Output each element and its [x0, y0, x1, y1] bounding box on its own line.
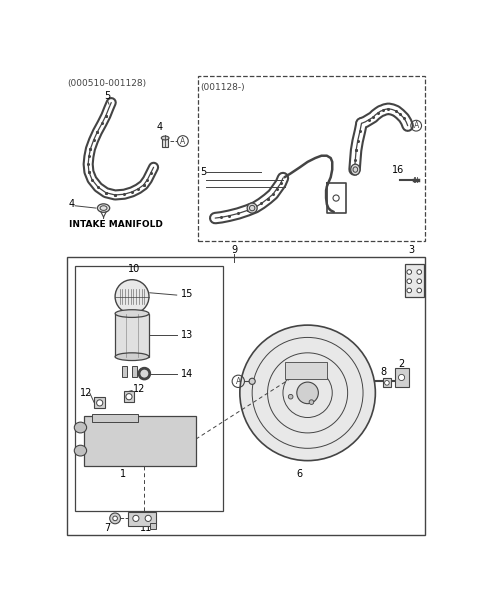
Bar: [285, 362, 327, 379]
Text: 13: 13: [180, 330, 193, 340]
Ellipse shape: [161, 136, 169, 140]
Circle shape: [139, 368, 150, 379]
Circle shape: [115, 280, 149, 313]
Bar: [396, 368, 409, 387]
Text: (001128-): (001128-): [201, 82, 245, 92]
Bar: [132, 366, 137, 378]
Text: 12: 12: [81, 388, 93, 398]
Circle shape: [417, 279, 421, 284]
Text: 5: 5: [201, 167, 207, 177]
Circle shape: [288, 395, 293, 399]
Circle shape: [96, 400, 103, 406]
Text: 1: 1: [120, 469, 126, 479]
Bar: [94, 398, 105, 408]
Text: 15: 15: [180, 288, 193, 299]
Circle shape: [384, 381, 389, 385]
Ellipse shape: [74, 445, 86, 456]
Text: 2: 2: [398, 359, 405, 368]
Bar: [67, 257, 425, 535]
Circle shape: [110, 513, 120, 524]
Circle shape: [407, 288, 411, 293]
Text: INTAKE MANIFOLD: INTAKE MANIFOLD: [69, 220, 163, 229]
Circle shape: [407, 279, 411, 284]
Text: 3: 3: [408, 246, 415, 255]
Ellipse shape: [115, 353, 149, 360]
Circle shape: [398, 375, 405, 381]
Circle shape: [309, 400, 314, 404]
Bar: [128, 512, 156, 526]
Bar: [123, 391, 134, 402]
Ellipse shape: [115, 310, 149, 317]
Text: (000510-001128): (000510-001128): [67, 79, 146, 89]
Bar: [150, 523, 156, 529]
Text: 12: 12: [133, 384, 145, 394]
Bar: [115, 313, 149, 357]
Text: A: A: [180, 137, 185, 145]
Circle shape: [417, 288, 421, 293]
Ellipse shape: [247, 203, 257, 213]
Text: 11: 11: [140, 522, 152, 533]
Text: 4: 4: [69, 199, 75, 209]
Circle shape: [417, 269, 421, 274]
Bar: [84, 416, 196, 466]
Text: 10: 10: [128, 264, 141, 274]
Text: 8: 8: [380, 367, 386, 377]
Text: 6: 6: [297, 469, 303, 479]
Bar: [162, 138, 168, 147]
Text: 4: 4: [156, 122, 163, 132]
Bar: [198, 76, 425, 241]
Circle shape: [249, 378, 255, 384]
Text: 7: 7: [104, 522, 110, 533]
Ellipse shape: [97, 204, 110, 212]
Circle shape: [297, 382, 318, 404]
Bar: [122, 366, 127, 378]
Ellipse shape: [74, 422, 86, 433]
Text: 5: 5: [104, 92, 110, 101]
Text: 14: 14: [180, 368, 193, 379]
Circle shape: [407, 269, 411, 274]
Circle shape: [113, 516, 118, 521]
Circle shape: [145, 515, 151, 521]
Text: 16: 16: [392, 164, 405, 175]
Circle shape: [240, 325, 375, 461]
Bar: [92, 414, 138, 422]
Ellipse shape: [351, 164, 360, 175]
Circle shape: [133, 515, 139, 521]
Bar: [406, 265, 424, 296]
Text: A: A: [414, 121, 419, 130]
Text: 9: 9: [231, 246, 238, 255]
Text: A: A: [236, 377, 241, 386]
Bar: [75, 266, 223, 511]
Bar: [383, 378, 391, 387]
Circle shape: [126, 393, 132, 400]
